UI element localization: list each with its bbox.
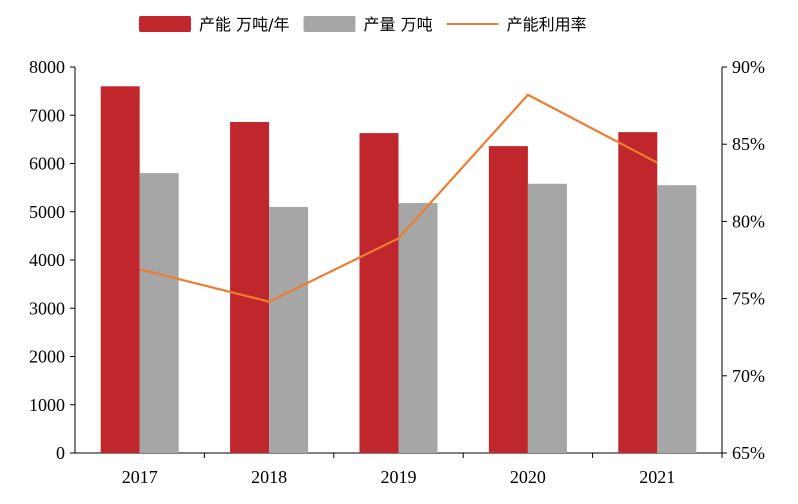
bar-capacity-2019	[360, 133, 399, 453]
left-tick-label: 3000	[29, 298, 65, 318]
left-tick-label: 5000	[29, 202, 65, 222]
bar-capacity-2018	[230, 122, 269, 453]
bar-capacity-2020	[489, 146, 528, 453]
legend-swatch-1	[303, 16, 355, 32]
bar-capacity-2017	[101, 86, 140, 453]
legend-label-2: 产能利用率	[507, 15, 587, 34]
bar-capacity-2021	[618, 132, 657, 453]
legend-label-1: 产量 万吨	[363, 15, 432, 34]
bar-output-2019	[399, 203, 438, 453]
bar-output-2021	[657, 185, 696, 453]
right-tick-label: 70%	[732, 366, 765, 386]
left-tick-label: 8000	[29, 57, 65, 77]
x-tick-label: 2019	[381, 467, 417, 487]
x-tick-label: 2018	[251, 467, 287, 487]
right-tick-label: 90%	[732, 57, 765, 77]
left-tick-label: 0	[56, 443, 65, 463]
left-tick-label: 2000	[29, 347, 65, 367]
x-tick-label: 2020	[510, 467, 546, 487]
right-tick-label: 85%	[732, 134, 765, 154]
bar-output-2017	[140, 173, 179, 453]
left-tick-label: 4000	[29, 250, 65, 270]
legend-label-0: 产能 万吨/年	[199, 15, 289, 34]
left-tick-label: 1000	[29, 395, 65, 415]
x-tick-label: 2021	[639, 467, 675, 487]
right-tick-label: 75%	[732, 289, 765, 309]
right-tick-label: 80%	[732, 211, 765, 231]
legend-swatch-0	[139, 16, 191, 32]
bar-output-2020	[528, 184, 567, 453]
bar-output-2018	[269, 207, 308, 453]
right-tick-label: 65%	[732, 443, 765, 463]
left-tick-label: 6000	[29, 154, 65, 174]
left-tick-label: 7000	[29, 105, 65, 125]
x-tick-label: 2017	[122, 467, 158, 487]
